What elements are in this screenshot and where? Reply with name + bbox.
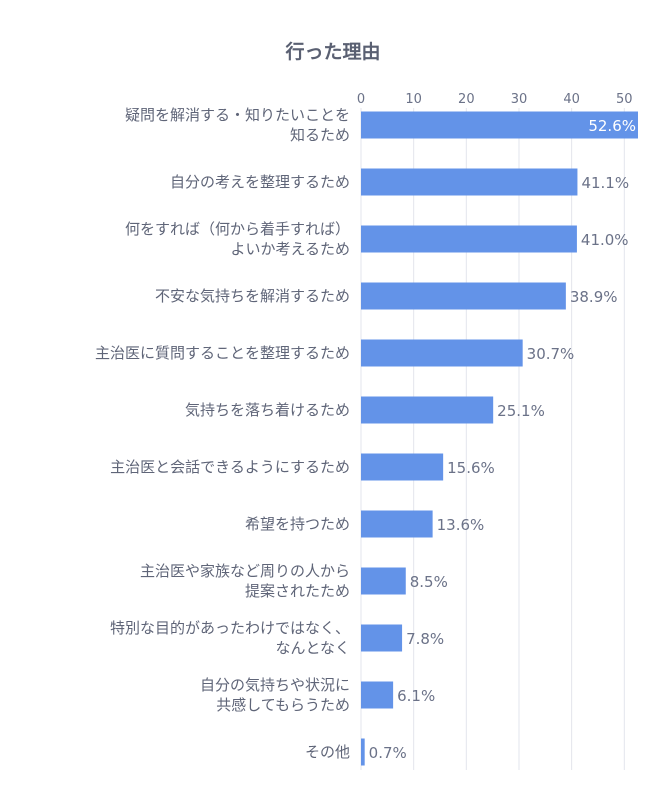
value-label: 6.1% [397,687,435,705]
bar [361,168,578,196]
category-label: 主治医や家族など周りの人から提案されたため [140,562,350,600]
x-tick-label: 0 [357,92,365,107]
value-label: 7.8% [406,630,444,648]
category-label: その他 [305,743,350,761]
category-label: 疑問を解消する・知りたいことを知るため [125,106,350,144]
value-label: 52.6% [588,117,636,135]
category-label: 主治医に質問することを整理するため [95,344,350,362]
x-tick-label: 10 [405,92,422,107]
value-label: 30.7% [527,345,575,363]
category-label: 不安な気持ちを解消するため [155,287,350,305]
value-label: 0.7% [369,744,407,762]
category-label: 自分の考えを整理するため [170,173,350,191]
category-label: 主治医と会話できるようにするため [110,458,350,476]
value-label: 41.0% [581,231,629,249]
bar [361,567,406,595]
x-tick-label: 30 [511,92,528,107]
bar [361,396,494,424]
category-label: 気持ちを落ち着けるため [185,401,350,419]
bars [361,111,638,766]
value-label: 38.9% [570,288,618,306]
chart-title: 行った理由 [284,40,380,63]
bar [361,624,403,652]
category-label: 特別な目的があったわけではなく、なんとなく [110,619,350,657]
bar [361,681,394,709]
bar [361,282,566,310]
category-labels: 疑問を解消する・知りたいことを知るため自分の考えを整理するため何をすれば（何から… [95,106,350,761]
x-tick-label: 50 [616,92,633,107]
bar [361,453,444,481]
value-label: 13.6% [437,516,485,534]
value-label: 25.1% [497,402,545,420]
bar [361,339,523,367]
gridlines [360,108,625,770]
value-label: 8.5% [410,573,448,591]
bar [361,510,433,538]
value-labels: 52.6% 41.1% 41.0% 38.9% 30.7% 25.1% 15.6% 13.6%… [369,117,636,762]
category-label: 何をすれば（何から着手すれば）よいか考えるため [125,220,350,258]
x-axis-ticks: 0 10 20 30 40 50 [357,92,633,107]
x-tick-label: 40 [563,92,580,107]
category-label: 希望を持つため [245,515,350,533]
category-label: 自分の気持ちや状況に共感してもらうため [200,676,350,714]
bar [361,225,577,253]
value-label: 15.6% [447,459,495,477]
bar [361,738,365,766]
bar [361,111,638,139]
x-tick-label: 20 [458,92,475,107]
value-label: 41.1% [581,174,629,192]
